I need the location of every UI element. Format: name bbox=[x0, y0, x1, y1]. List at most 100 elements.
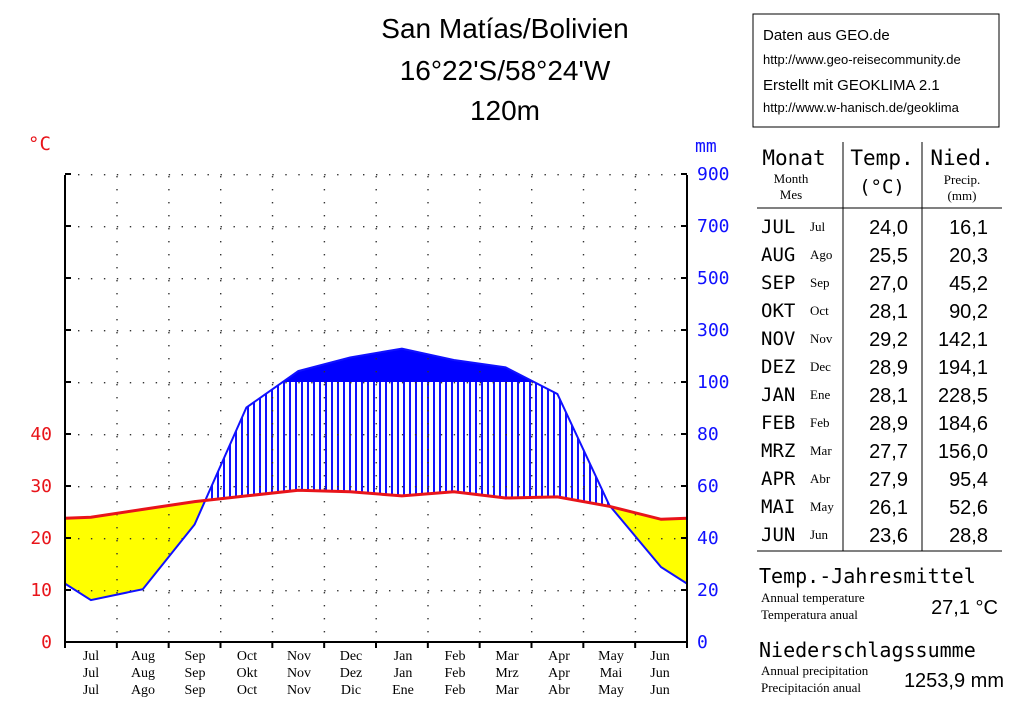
grid-dot bbox=[168, 345, 170, 347]
grid-dot bbox=[661, 330, 663, 332]
annual-precip-value: 1253,9 mm bbox=[904, 670, 1004, 692]
axis-ticks bbox=[64, 173, 688, 648]
grid-dot bbox=[479, 527, 481, 529]
grid-dot bbox=[427, 423, 429, 425]
grid-dot bbox=[116, 618, 118, 620]
table-temp-value: 28,9 bbox=[869, 357, 908, 379]
grid-dot bbox=[634, 267, 637, 269]
grid-dot bbox=[596, 226, 598, 228]
grid-dot bbox=[648, 538, 650, 540]
grid-dot bbox=[583, 590, 585, 592]
grid-dot bbox=[427, 631, 429, 633]
month-label: Dic bbox=[341, 683, 361, 698]
grid-dot bbox=[311, 330, 313, 332]
grid-dot bbox=[531, 462, 533, 464]
grid-dot bbox=[466, 174, 469, 176]
grid-dot bbox=[479, 345, 481, 347]
grid-dot bbox=[285, 382, 287, 384]
grid-dot bbox=[634, 319, 637, 321]
month-label: Mar bbox=[495, 683, 519, 698]
grid-dot bbox=[622, 590, 624, 592]
grid-dot bbox=[635, 174, 637, 176]
month-label: Feb bbox=[445, 649, 466, 664]
table-temp-value: 27,0 bbox=[869, 273, 908, 295]
month-label: Dez bbox=[340, 666, 363, 681]
grid-dot bbox=[116, 540, 118, 542]
grid-dot bbox=[648, 382, 650, 384]
grid-dot bbox=[375, 241, 377, 243]
grid-dot bbox=[375, 228, 377, 230]
grid-dot bbox=[582, 384, 585, 386]
table-precip-value: 95,4 bbox=[949, 469, 988, 491]
grid-dot bbox=[116, 434, 119, 436]
grid-dot bbox=[531, 228, 533, 230]
temp-axis-unit: °C bbox=[28, 133, 51, 155]
grid-dot bbox=[116, 332, 118, 334]
grid-dot bbox=[116, 631, 118, 633]
grid-dot bbox=[375, 566, 377, 568]
grid-dot bbox=[634, 254, 637, 256]
grid-dot bbox=[375, 332, 377, 334]
grid-dot bbox=[661, 174, 663, 176]
grid-dot bbox=[674, 590, 676, 592]
grid-dot bbox=[557, 486, 559, 488]
grid-dot bbox=[570, 538, 572, 540]
grid-dot bbox=[661, 278, 663, 280]
month-label: Mrz bbox=[495, 666, 518, 681]
grid-dot bbox=[427, 176, 429, 178]
grid-dot bbox=[634, 293, 637, 295]
grid-dot bbox=[440, 174, 443, 176]
grid-dot bbox=[479, 332, 481, 334]
grid-dot bbox=[78, 486, 80, 488]
grid-dot bbox=[116, 382, 119, 384]
grid-dot bbox=[479, 605, 481, 607]
grid-dot bbox=[168, 226, 171, 228]
grid-dot bbox=[168, 605, 170, 607]
grid-dot bbox=[116, 475, 118, 477]
grid-dot bbox=[116, 280, 118, 282]
grid-dot bbox=[609, 382, 611, 384]
grid-dot bbox=[168, 332, 170, 334]
grid-dot bbox=[648, 330, 650, 332]
grid-dot bbox=[272, 486, 274, 488]
grid-dot bbox=[634, 228, 637, 230]
grid-dot bbox=[233, 278, 235, 280]
grid-dot bbox=[582, 592, 585, 594]
grid-dot bbox=[389, 486, 391, 488]
grid-dot bbox=[363, 590, 365, 592]
grid-dot bbox=[622, 174, 624, 176]
grid-dot bbox=[271, 319, 274, 321]
table-header-month: Monat bbox=[762, 146, 825, 170]
grid-dot bbox=[427, 293, 429, 295]
grid-dot bbox=[634, 410, 637, 412]
grid-dot bbox=[194, 382, 196, 384]
grid-dot bbox=[634, 605, 637, 607]
grid-dot bbox=[90, 382, 93, 384]
grid-dot bbox=[375, 423, 377, 425]
grid-dot bbox=[427, 254, 429, 256]
precipitation-line bbox=[64, 347, 688, 602]
grid-dot bbox=[220, 486, 222, 488]
grid-dot bbox=[272, 382, 274, 384]
grid-dot bbox=[505, 174, 507, 176]
grid-dot bbox=[220, 488, 222, 490]
temperature-line bbox=[64, 488, 688, 521]
grid-dot bbox=[531, 189, 533, 191]
grid-dot bbox=[220, 434, 222, 436]
grid-dot bbox=[298, 278, 300, 280]
grid-dot bbox=[194, 538, 196, 540]
grid-dot bbox=[323, 423, 326, 425]
grid-dot bbox=[531, 488, 533, 490]
grid-dot bbox=[634, 423, 637, 425]
table-month-es: Feb bbox=[810, 415, 830, 430]
grid-dot bbox=[544, 226, 546, 228]
grid-dot bbox=[466, 330, 469, 332]
grid-dot bbox=[492, 226, 494, 228]
grid-dot bbox=[531, 423, 533, 425]
table-temp-value: 27,9 bbox=[869, 469, 908, 491]
grid-dot bbox=[259, 486, 261, 488]
grid-dot bbox=[582, 488, 585, 490]
month-label: Abr bbox=[548, 683, 570, 698]
grid-dot bbox=[142, 538, 145, 540]
humid-area bbox=[65, 382, 687, 520]
